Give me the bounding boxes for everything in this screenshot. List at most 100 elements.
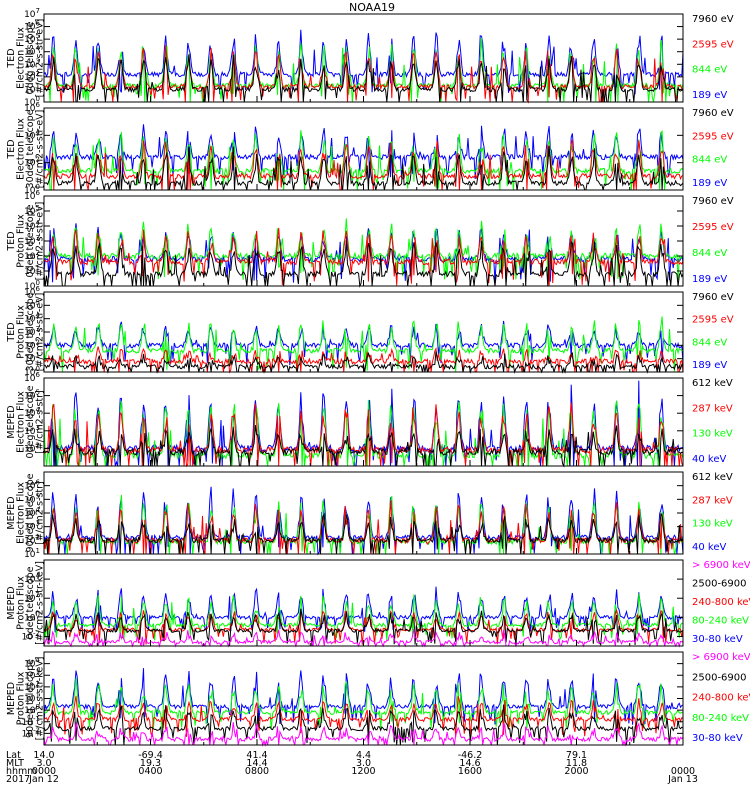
legend-entry: 130 keV [692,519,733,530]
footer-mlt-value: 19.3 [140,758,161,769]
panel-frame [43,651,684,746]
series-trace-7960-ev [43,240,684,288]
figure-title: NOAA19 [349,1,395,14]
footer-row-label: MLT [6,758,24,769]
legend-entry: 844 eV [692,65,727,76]
legend-entry: > 6900 keV [692,652,750,663]
legend-entry: 612 keV [692,472,733,483]
legend-entry: 2595 eV [692,131,734,142]
legend-entry: 844 eV [692,155,727,166]
footer-lat-value: -46.2 [458,750,483,761]
legend-entry: 240-800 keV [692,597,750,608]
y-axis-label: MEPEDProton Flux90deg telescope[#/cm2-s-… [6,657,46,741]
legend-entry: 612 keV [692,378,733,389]
legend-entry: 2595 eV [692,315,734,326]
legend-entry: 40 keV [692,542,726,553]
y-axis-label: MEPEDProton Flux0deg telescope[#/cm2-s-s… [6,561,46,645]
y-axis-label: TEDElectron Flux0deg telescope[#/cm2-s-s… [6,19,46,98]
series-trace-130-kev [43,399,684,467]
legend-entry: 189 eV [692,360,727,371]
footer-hhmm-value: 2000 [564,766,588,777]
legend-entry: 2595 eV [692,39,734,50]
footer-row-label: Lat [6,750,21,761]
series-trace-844-ev [43,218,684,280]
series-trace-612-kev [43,425,684,468]
series-trace-287-kev [43,500,684,555]
footer-mlt-value: 14.6 [459,758,480,769]
y-axis-label: TEDProton Flux30deg telescope[#/cm2-s-st… [6,292,46,371]
footer-lat-value: 14.0 [33,750,54,761]
series-trace-2595-ev [43,44,684,104]
footer-mlt-value: 3.0 [36,758,51,769]
legend-entry: 80-240 keV [692,713,749,724]
footer-row-label: 2017 [6,774,30,785]
legend-entry: 189 eV [692,274,727,285]
series-trace-30-80-kev [43,668,684,725]
series-trace-2595-ev [43,227,684,286]
footer-hhmm-value: 1600 [458,766,482,777]
legend-entry: 287 keV [692,495,733,506]
footer-date-value: Jan 13 [667,774,698,785]
legend-entry: > 6900 keV [692,560,750,571]
legend-entry: 844 eV [692,248,727,259]
y-tick-label: 107 [24,7,40,20]
y-axis-label: TEDElectron Flux30deg telescope[#/cm2-s-… [6,109,46,188]
legend-entry: 80-240 keV [692,616,749,627]
legend-entry: 40 keV [692,454,726,465]
series-trace-844-ev [43,130,684,191]
footer-row-label: hhmm [6,766,37,777]
footer-mlt-value: 3.0 [356,758,371,769]
series-trace-130-kev [43,494,684,555]
series-trace-2500-6900 [43,608,684,647]
series-trace-844-ev [43,316,684,372]
legend-entry: 189 eV [692,90,727,101]
series-trace-40-kev [43,486,684,556]
legend-entry: 2500-6900 [692,672,747,683]
y-axis-label: MEPEDElectron Flux90deg telescope[#/cm2-… [6,473,46,552]
footer-hhmm-value: 1200 [351,766,375,777]
series-trace-612-kev [43,512,684,555]
footer-lat-value: 79.1 [566,750,587,761]
legend-entry: 287 keV [692,403,733,414]
legend-entry: 240-800 keV [692,693,750,704]
footer-hhmm-value: 0800 [245,766,269,777]
legend-entry: 189 eV [692,178,727,189]
panel-frame [43,13,684,103]
series-trace-189-ev [43,124,684,179]
legend-entry: 30-80 keV [692,634,743,645]
series-trace-189-ev [43,29,684,95]
footer-date-value: Jan 12 [28,774,59,785]
y-axis-label: TEDProton Flux0deg telescope[#/cm2-s-str… [6,202,46,281]
y-axis-label: MEPEDElectron Flux0deg telescope[#/cm2-s… [6,385,46,458]
legend-entry: 130 keV [692,429,733,440]
legend-entry: 844 eV [692,337,727,348]
footer-lat-value: 4.4 [356,750,371,761]
footer-mlt-value: 11.8 [566,758,587,769]
legend-entry: 7960 eV [692,14,734,25]
legend-entry: 7960 eV [692,292,734,303]
legend-entry: 7960 eV [692,196,734,207]
series-trace-844-ev [43,37,684,103]
footer-hhmm-value: 0000 [32,766,56,777]
legend-entry: 2500-6900 [692,579,747,590]
legend-entry: 2595 eV [692,222,734,233]
footer-lat-value: -69.4 [138,750,163,761]
legend-entry: 7960 eV [692,108,734,119]
legend-entry: 30-80 keV [692,733,743,744]
series-trace-2500-6900 [43,704,684,746]
footer-hhmm-value: 0000 [671,766,695,777]
footer-lat-value: 41.4 [246,750,267,761]
series-trace-240-800-kev [43,695,684,739]
footer-hhmm-value: 0400 [138,766,162,777]
series-trace-80-240-kev [43,677,684,729]
